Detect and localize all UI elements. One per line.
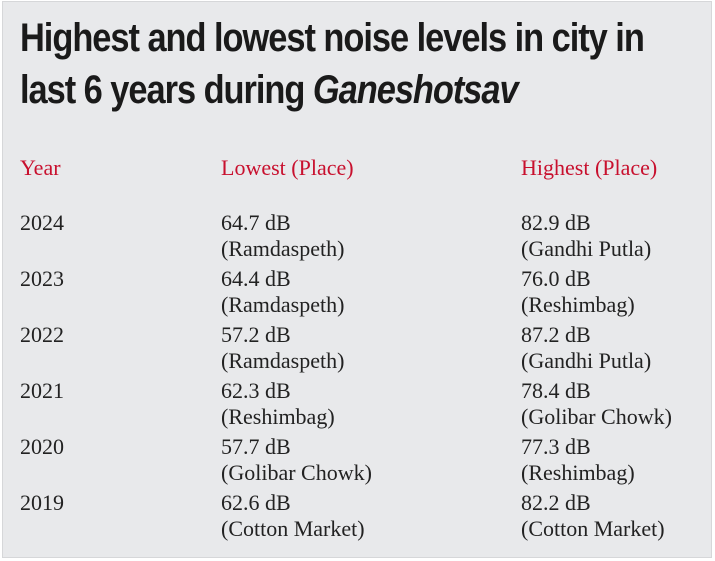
table-row: 2021 62.3 dB (Reshimbag) 78.4 dB (Golibar Ch…: [20, 378, 710, 434]
lowest-place: (Ramdaspeth): [221, 292, 345, 317]
highest-cell: 87.2 dB (Gandhi Putla): [521, 322, 651, 374]
highest-place: (Gandhi Putla): [521, 348, 652, 373]
year-cell: 2021: [20, 378, 64, 403]
lowest-cell: 57.2 dB (Ramdaspeth): [221, 322, 344, 374]
table-row: 2022 57.2 dB (Ramdaspeth) 87.2 dB (Gandhi Pu…: [20, 322, 710, 378]
year-cell: 2023: [20, 266, 64, 291]
title-line-1: Highest and lowest noise levels in city …: [20, 16, 645, 60]
lowest-cell: 57.7 dB (Golibar Chowk): [221, 434, 372, 486]
highest-value: 82.2 dB: [521, 490, 591, 515]
table-row: 2024 64.7 dB (Ramdaspeth) 82.9 dB (Gandhi Pu…: [20, 210, 710, 266]
highest-cell: 82.9 dB (Gandhi Putla): [521, 210, 651, 262]
highest-place: (Gandhi Putla): [521, 236, 652, 261]
lowest-place: (Reshimbag): [221, 404, 335, 429]
highest-cell: 76.0 dB (Reshimbag): [521, 266, 635, 318]
lowest-place: (Cotton Market): [221, 516, 365, 541]
title-line-2-italic: Ganeshotsav: [312, 68, 519, 112]
highest-value: 87.2 dB: [521, 322, 591, 347]
lowest-value: 62.6 dB: [221, 490, 291, 515]
highest-value: 77.3 dB: [521, 434, 591, 459]
lowest-value: 64.7 dB: [221, 210, 291, 235]
header-highest: Highest (Place): [521, 155, 658, 180]
title-line-2-prefix: last 6 years during: [20, 68, 313, 112]
lowest-place: (Ramdaspeth): [221, 348, 345, 373]
year-cell: 2024: [20, 210, 64, 235]
highest-cell: 78.4 dB (Golibar Chowk): [521, 378, 672, 430]
lowest-cell: 62.3 dB (Reshimbag): [221, 378, 335, 430]
table-row: 2023 64.4 dB (Ramdaspeth) 76.0 dB (Reshimbag…: [20, 266, 710, 322]
lowest-value: 57.2 dB: [221, 322, 291, 347]
year-cell: 2019: [20, 490, 64, 515]
highest-place: (Reshimbag): [521, 292, 635, 317]
highest-place: (Reshimbag): [521, 460, 635, 485]
highest-place: (Golibar Chowk): [521, 404, 672, 429]
lowest-place: (Ramdaspeth): [221, 236, 345, 261]
year-cell: 2020: [20, 434, 64, 459]
highest-cell: 77.3 dB (Reshimbag): [521, 434, 635, 486]
highest-cell: 82.2 dB (Cotton Market): [521, 490, 665, 542]
lowest-value: 57.7 dB: [221, 434, 291, 459]
chart-title: Highest and lowest noise levels in city …: [20, 12, 645, 116]
lowest-place: (Golibar Chowk): [221, 460, 372, 485]
header-lowest: Lowest (Place): [221, 155, 354, 180]
lowest-value: 62.3 dB: [221, 378, 291, 403]
highest-value: 82.9 dB: [521, 210, 591, 235]
lowest-cell: 64.4 dB (Ramdaspeth): [221, 266, 344, 318]
highest-place: (Cotton Market): [521, 516, 665, 541]
highest-value: 76.0 dB: [521, 266, 591, 291]
lowest-cell: 64.7 dB (Ramdaspeth): [221, 210, 344, 262]
table-row: 2019 62.6 dB (Cotton Market) 82.2 dB (Cotton…: [20, 490, 710, 546]
table-row: 2020 57.7 dB (Golibar Chowk) 77.3 dB (Reshim…: [20, 434, 710, 490]
year-cell: 2022: [20, 322, 64, 347]
header-year: Year: [20, 155, 61, 180]
lowest-value: 64.4 dB: [221, 266, 291, 291]
lowest-cell: 62.6 dB (Cotton Market): [221, 490, 365, 542]
highest-value: 78.4 dB: [521, 378, 591, 403]
